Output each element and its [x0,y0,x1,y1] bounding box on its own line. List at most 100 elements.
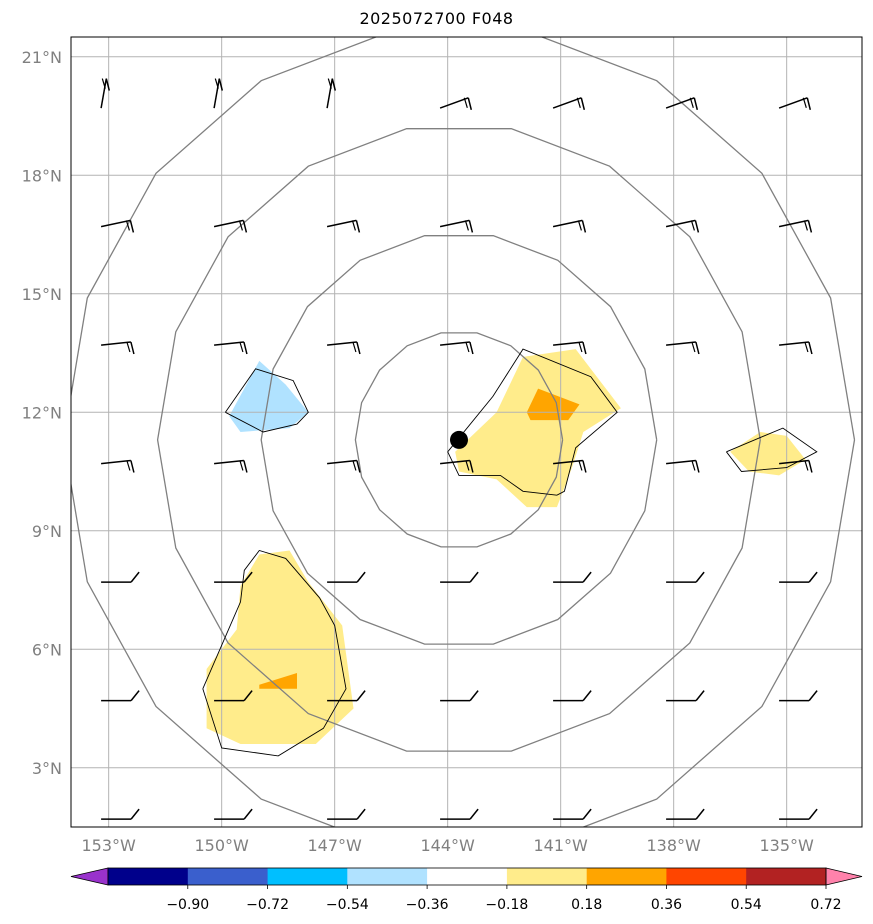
barb-flag-half [465,341,470,353]
barb-flag-half [691,341,696,353]
wind-barb [326,219,361,233]
barb-flag-half [803,220,808,231]
barb-staff [326,219,357,228]
wind-barb [779,341,813,355]
barb-flag [469,808,479,820]
barb-flag-half [689,97,694,108]
barb-staff [327,459,357,465]
barb-flag [581,220,587,233]
wind-barb [779,459,813,473]
colorbar-tick-label: 0.72 [810,897,841,913]
lat-tick-label: 15°N [22,285,62,304]
barb-flag-half [352,460,357,471]
colorbar-tick-label: −0.18 [485,897,528,913]
barb-staff [101,341,131,346]
barb-staff [666,341,696,346]
colorbar-segment [586,868,667,885]
barb-flag [695,808,705,820]
barb-staff [440,459,470,465]
barb-flag [243,690,253,702]
barb-flag [806,97,812,110]
barb-flag-half [465,460,470,471]
wind-barb [778,219,813,233]
barb-flag [695,341,700,355]
wind-barb [327,341,361,355]
colorbar-tick-label: −0.72 [246,897,289,913]
colorbar-segment [427,868,508,885]
barb-staff [779,459,809,465]
wind-barb [553,571,592,583]
wind-barb [214,571,253,583]
colorbar-tick-label: 0.18 [571,897,602,913]
wind-barb [553,459,587,473]
wind-barb [214,690,253,702]
barb-staff [440,341,470,346]
barb-flag [580,97,586,110]
barb-flag [356,808,366,820]
barb-flag [582,690,592,702]
barb-flag [242,220,248,233]
barb-staff [552,97,582,109]
barb-staff [213,219,244,228]
barb-flag [582,808,592,820]
wind-barb [439,219,474,233]
colorbar-segment [267,868,348,885]
wind-barb [327,690,366,702]
barb-flag [582,341,587,355]
wind-barb [666,690,705,702]
barb-flag-half [125,220,130,231]
barb-flag [694,220,700,233]
barb-flag [105,78,111,91]
shaded-region [455,349,621,508]
barb-flag-half [101,78,106,89]
barb-flag [130,571,140,583]
barb-flag [243,460,248,473]
barb-flag-half [804,460,809,471]
wind-barb [214,808,253,820]
barb-staff [779,341,809,346]
barb-flag-half [577,220,582,231]
range-ring [354,332,564,548]
lat-tick-label: 18°N [22,166,62,185]
lat-tick-label: 21°N [22,48,62,67]
barb-flag-half [804,341,809,353]
barb-flag [808,341,813,355]
barb-flag-half [239,460,244,471]
contour-line [202,549,347,757]
barb-staff [100,78,108,109]
barb-flag [582,571,592,583]
barb-flag-half [691,460,696,471]
barb-flag [807,220,813,233]
barb-flag [356,690,366,702]
barb-flag [130,341,135,355]
colorbar: −0.90 −0.72 −0.54 −0.36 −0.18 0.18 0.36 0.54 0.7… [70,867,863,913]
wind-barb [553,341,587,355]
barb-flag [808,571,818,583]
wind-barb [101,690,140,702]
barb-flag [469,690,479,702]
map-area [71,37,862,827]
contour-line [225,368,309,433]
barb-staff [665,219,696,228]
colorbar-tick-label: −0.54 [326,897,369,913]
barb-flag-half [802,97,807,108]
shaded-region [206,550,354,744]
wind-barb [213,78,224,109]
wind-barb [778,97,812,110]
barb-staff [439,219,470,228]
barb-flag-half [464,220,469,231]
colorbar-segment [746,868,827,885]
barb-flag [129,220,135,233]
barb-flag [130,460,135,473]
range-ring [260,235,658,645]
barb-flag-half [351,220,356,231]
barb-staff [214,459,244,465]
wind-barb [327,808,366,820]
barb-staff [214,341,244,346]
barb-flag [808,690,818,702]
barb-flag-half [578,460,583,471]
wind-barb [779,571,818,583]
wind-barb [100,78,111,109]
barb-staff [552,219,583,228]
lon-tick-label: 147°W [307,836,362,855]
